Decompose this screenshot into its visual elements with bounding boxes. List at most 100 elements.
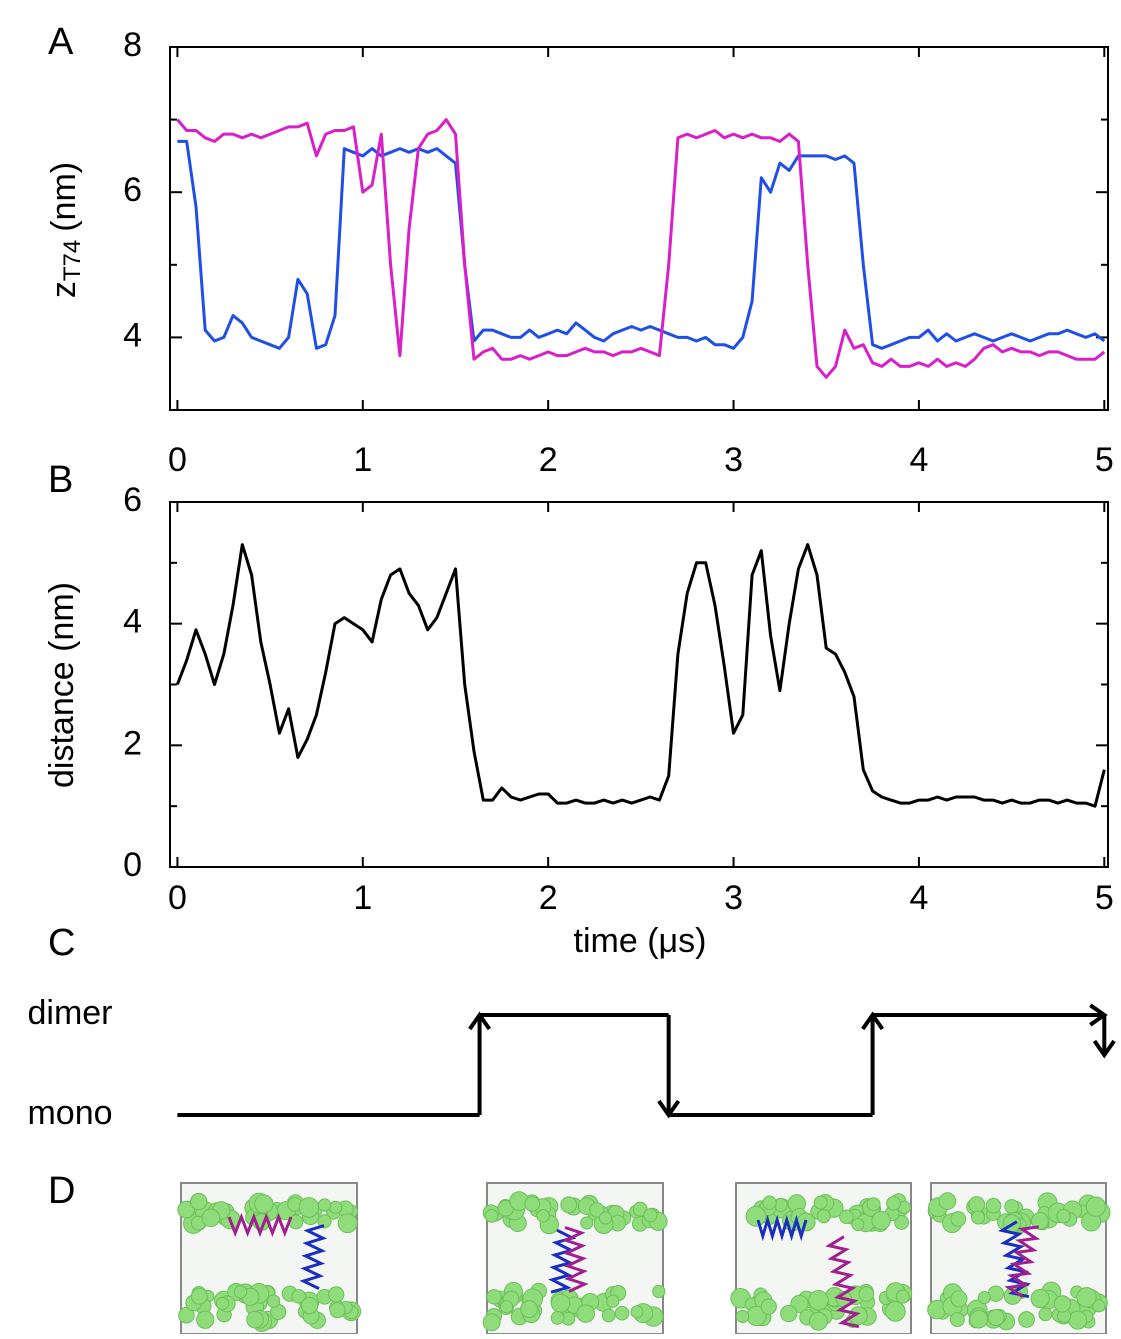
lipid-bead bbox=[969, 1309, 989, 1329]
lipid-bead bbox=[839, 1209, 854, 1224]
data-line bbox=[175, 543, 1106, 808]
lipid-bead bbox=[291, 1289, 307, 1304]
y-tick-label: 4 bbox=[123, 603, 142, 641]
lipid-bead bbox=[482, 1313, 501, 1332]
lipid-bead bbox=[499, 1300, 514, 1314]
y-tick-label: 6 bbox=[123, 481, 142, 519]
lipid-bead bbox=[317, 1198, 332, 1212]
lipid-bead bbox=[298, 1197, 320, 1218]
helix bbox=[756, 1214, 808, 1242]
lipid-bead bbox=[329, 1302, 346, 1319]
x-tick-label: 0 bbox=[168, 879, 187, 917]
lipid-bead bbox=[950, 1211, 967, 1227]
lipid-bead bbox=[178, 1306, 195, 1324]
lipid-bead bbox=[1085, 1196, 1107, 1217]
x-tick-label: 5 bbox=[1095, 879, 1114, 917]
lipid-bead bbox=[589, 1202, 605, 1218]
lipid-bead bbox=[1092, 1299, 1106, 1313]
data-line bbox=[177, 139, 1106, 350]
helix bbox=[561, 1226, 589, 1293]
lipid-bead bbox=[938, 1192, 957, 1210]
lipid-bead bbox=[848, 1306, 868, 1326]
lipid-bead bbox=[337, 1213, 358, 1234]
lipid-bead bbox=[895, 1289, 910, 1304]
lipid-bead bbox=[808, 1290, 829, 1311]
snapshot bbox=[730, 1182, 913, 1335]
state-label: mono bbox=[27, 1094, 112, 1132]
lipid-bead bbox=[871, 1210, 891, 1231]
helix bbox=[825, 1235, 861, 1329]
helix bbox=[998, 1220, 1031, 1299]
lipid-bead bbox=[614, 1305, 630, 1321]
lipid-bead bbox=[190, 1287, 208, 1305]
plot-frame bbox=[169, 501, 1109, 868]
lipid-bead bbox=[560, 1196, 578, 1214]
arrow-head bbox=[657, 1099, 681, 1119]
lipid-bead bbox=[580, 1216, 594, 1230]
lipid-bead bbox=[809, 1311, 828, 1331]
arrow-head bbox=[468, 1011, 492, 1031]
lipid-bead bbox=[254, 1194, 274, 1214]
lipid-bead bbox=[851, 1217, 865, 1232]
x-tick-label: 1 bbox=[353, 879, 372, 917]
y-label-sub: T74 bbox=[59, 240, 86, 281]
lipid-bead bbox=[894, 1215, 910, 1230]
lipid-bead bbox=[813, 1195, 828, 1210]
state-label: dimer bbox=[27, 994, 112, 1032]
x-tick-label: 0 bbox=[168, 441, 187, 479]
lipid-bead bbox=[652, 1284, 666, 1299]
lipid-bead bbox=[968, 1196, 986, 1213]
lipid-bead bbox=[190, 1192, 208, 1211]
y-label-unit: (nm) bbox=[45, 162, 83, 232]
lipid-bead bbox=[576, 1304, 595, 1323]
lipid-bead bbox=[987, 1309, 1005, 1327]
y-tick-label: 8 bbox=[123, 26, 142, 64]
lipid-bead bbox=[300, 1296, 319, 1315]
snapshot bbox=[927, 1182, 1111, 1335]
y-axis-label: zT74 (nm) bbox=[45, 162, 86, 298]
lipid-bead bbox=[328, 1286, 345, 1303]
lipid-bead bbox=[1076, 1287, 1097, 1308]
lipid-bead bbox=[520, 1300, 539, 1319]
lipid-bead bbox=[317, 1214, 332, 1229]
lipid-bead bbox=[977, 1291, 991, 1305]
lipid-bead bbox=[177, 1200, 196, 1219]
lipid-bead bbox=[1038, 1307, 1053, 1322]
y-label-main: z bbox=[45, 281, 83, 298]
lipid-bead bbox=[598, 1211, 613, 1225]
lipid-bead bbox=[1004, 1199, 1020, 1214]
lipid-bead bbox=[762, 1195, 777, 1210]
lipid-bead bbox=[858, 1286, 875, 1302]
x-tick-label: 4 bbox=[909, 441, 928, 479]
panel-letter: C bbox=[48, 922, 75, 964]
lipid-bead bbox=[486, 1289, 502, 1305]
lipid-bead bbox=[1018, 1311, 1035, 1328]
x-tick-label: 1 bbox=[353, 441, 372, 479]
lipid-bead bbox=[816, 1209, 831, 1224]
lipid-bead bbox=[196, 1310, 215, 1329]
lipid-bead bbox=[606, 1294, 620, 1308]
helix bbox=[548, 1228, 577, 1294]
y-tick-label: 0 bbox=[123, 846, 142, 884]
lipid-bead bbox=[1068, 1310, 1088, 1330]
snapshot bbox=[482, 1182, 668, 1335]
lipid-bead bbox=[484, 1208, 499, 1223]
lipid-bead bbox=[886, 1195, 901, 1211]
panel-letter: B bbox=[48, 459, 73, 501]
lipid-bead bbox=[1030, 1288, 1050, 1309]
y-tick-label: 4 bbox=[123, 316, 142, 354]
lipid-bead bbox=[524, 1196, 541, 1212]
lipid-bead bbox=[536, 1209, 550, 1223]
x-tick-label: 4 bbox=[909, 879, 928, 917]
lipid-bead bbox=[246, 1310, 264, 1329]
lipid-bead bbox=[985, 1197, 1002, 1214]
arrow-head bbox=[1092, 1039, 1116, 1059]
lipid-bead bbox=[950, 1290, 968, 1308]
lipid-bead bbox=[328, 1200, 343, 1214]
lipid-bead bbox=[267, 1294, 281, 1308]
x-tick-label: 3 bbox=[724, 441, 743, 479]
lipid-bead bbox=[630, 1305, 644, 1319]
x-axis-label: time (μs) bbox=[574, 922, 707, 960]
panel-letter: D bbox=[48, 1170, 75, 1212]
